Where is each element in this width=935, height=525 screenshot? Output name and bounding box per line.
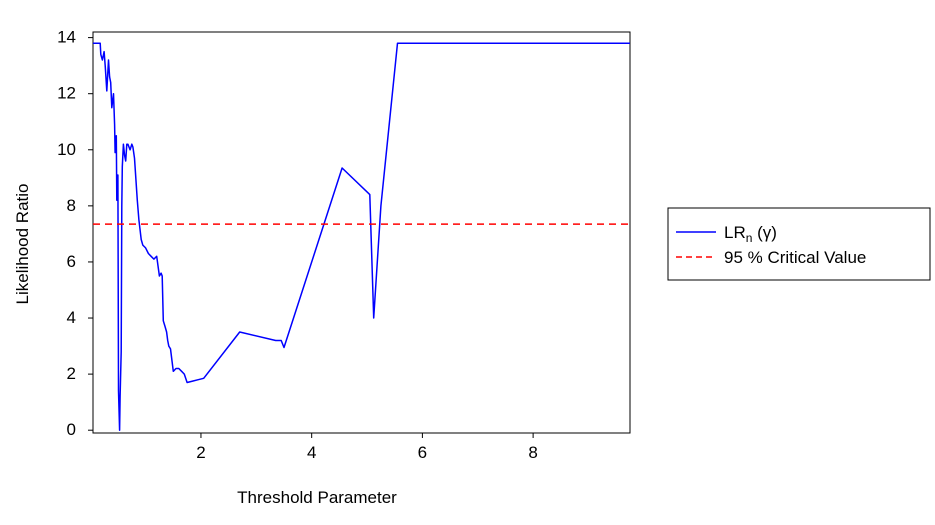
legend-label-lr-sub: n — [746, 231, 753, 245]
y-tick-label: 12 — [57, 84, 76, 103]
legend: LRn (γ) 95 % Critical Value — [667, 207, 931, 281]
x-axis-label: Threshold Parameter — [237, 488, 397, 507]
x-tick-label: 8 — [528, 443, 537, 462]
series-line-lr — [93, 42, 630, 431]
x-tick-label: 2 — [196, 443, 205, 462]
legend-label-lr: LRn (γ) — [724, 223, 777, 245]
y-tick-label: 0 — [67, 420, 76, 439]
legend-box — [667, 207, 931, 281]
y-tick-label: 8 — [67, 196, 76, 215]
x-axis: 2 4 6 8 — [196, 433, 538, 462]
plot-frame — [92, 31, 631, 434]
y-axis: 0 2 4 6 8 10 12 14 — [57, 28, 93, 439]
y-tick-label: 10 — [57, 140, 76, 159]
legend-label-lr-main: LR — [724, 223, 746, 242]
legend-label-critical: 95 % Critical Value — [724, 248, 866, 267]
y-tick-label: 6 — [67, 252, 76, 271]
plot-frame-group — [92, 31, 631, 434]
x-tick-label: 4 — [307, 443, 316, 462]
x-tick-label: 6 — [418, 443, 427, 462]
y-axis-label: Likelihood Ratio — [13, 184, 32, 305]
y-tick-label: 14 — [57, 28, 76, 47]
series-group — [93, 42, 630, 431]
y-tick-label: 4 — [67, 308, 76, 327]
y-tick-label: 2 — [67, 364, 76, 383]
legend-label-lr-tail: (γ) — [752, 223, 777, 242]
